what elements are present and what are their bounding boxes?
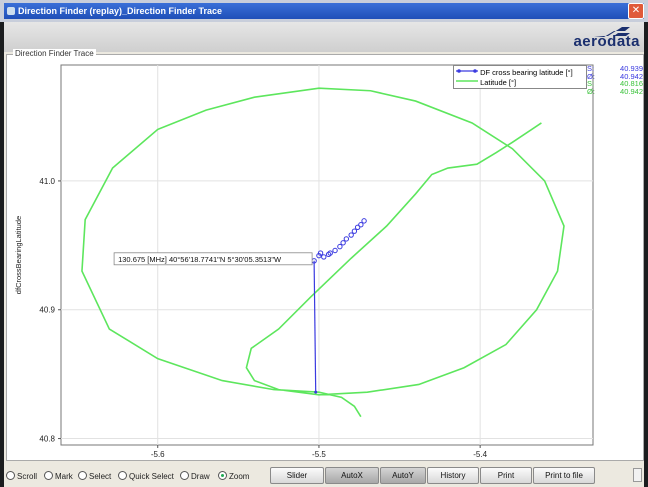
x-tick-label: -5.6 bbox=[151, 450, 165, 459]
legend-entry-df: DF cross bearing latitude [°] bbox=[456, 67, 573, 77]
legend-entry-latitude: Latitude [°] bbox=[456, 77, 516, 87]
app-window: aerodata Direction Finder Trace -5.6 -5.5… bbox=[4, 22, 644, 487]
radio-dot bbox=[180, 471, 189, 480]
mode-radio-draw[interactable]: Draw bbox=[180, 471, 210, 481]
stat-row: Ø: 40.942 bbox=[587, 71, 643, 81]
y-tick-label: 40.9 bbox=[39, 306, 55, 315]
print-button[interactable]: Print bbox=[480, 467, 532, 484]
window-titlebar[interactable]: Direction Finder (replay)_Direction Find… bbox=[0, 0, 648, 22]
df-series-point bbox=[337, 243, 343, 250]
df-series-point bbox=[321, 254, 327, 260]
df-series-point bbox=[325, 251, 332, 258]
df-series-point bbox=[358, 222, 364, 228]
autox-button[interactable]: AutoX bbox=[325, 467, 379, 484]
radio-dot bbox=[118, 471, 127, 480]
scroll-handle[interactable] bbox=[633, 468, 642, 482]
legend-label-latitude: Latitude [°] bbox=[480, 78, 517, 87]
legend-swatch-latitude bbox=[456, 80, 478, 82]
window-icon bbox=[7, 7, 15, 15]
stat-row: S: 40.939 bbox=[587, 64, 643, 73]
mode-radio-zoom[interactable]: Zoom bbox=[218, 471, 249, 481]
panel-title: Direction Finder Trace bbox=[13, 49, 96, 58]
plot-panel[interactable]: Direction Finder Trace -5.6 -5.5 -5.4 40.8 4… bbox=[6, 49, 644, 461]
mode-radio-scroll[interactable]: Scroll bbox=[6, 471, 37, 481]
y-tick-label: 41.0 bbox=[39, 177, 55, 186]
autoy-button[interactable]: AutoY bbox=[380, 467, 426, 484]
df-series-point bbox=[340, 240, 346, 246]
legend-stats: S: 40.939 Ø: 40.942 S: 40.816 Ø: 40.942 bbox=[587, 65, 643, 95]
y-tick-label: 40.8 bbox=[39, 435, 55, 444]
window-title: Direction Finder (replay)_Direction Find… bbox=[18, 6, 223, 16]
radio-dot bbox=[44, 471, 53, 480]
df-series-point bbox=[314, 390, 318, 394]
annotation-label: 130.675 [MHz] 40°56'18.7741"N 5°30'05.35… bbox=[118, 255, 282, 264]
df-series-point bbox=[317, 250, 324, 256]
df-series-point bbox=[354, 224, 361, 231]
latitude-series-line bbox=[81, 87, 565, 418]
close-button[interactable]: ✕ bbox=[628, 3, 644, 19]
aerodata-logo: aerodata bbox=[554, 25, 640, 51]
df-bearing-line bbox=[313, 260, 317, 393]
radio-dot-selected bbox=[218, 471, 227, 480]
mode-radio-select[interactable]: Select bbox=[78, 471, 111, 481]
stat-row: S: 40.816 bbox=[587, 79, 643, 88]
legend-swatch-df bbox=[456, 69, 478, 73]
stat-row: Ø: 40.942 bbox=[587, 86, 643, 96]
logo-text: aerodata bbox=[573, 33, 640, 50]
header-band: aerodata bbox=[4, 22, 644, 52]
radio-dot bbox=[6, 471, 15, 480]
x-tick-label: -5.4 bbox=[473, 450, 487, 459]
x-tick-label: -5.5 bbox=[312, 450, 326, 459]
slider-button[interactable]: Slider bbox=[270, 467, 324, 484]
df-series-point bbox=[348, 232, 354, 238]
df-series-point bbox=[351, 228, 358, 234]
annotation-box bbox=[113, 252, 313, 266]
bottom-toolbar: Scroll Mark Select Quick Select Draw Zoo… bbox=[4, 462, 644, 487]
y-axis-label: dfCrossBearingLatitude bbox=[14, 216, 23, 294]
trace-chart[interactable]: -5.6 -5.5 -5.4 40.8 40.9 41.0 DF cross bearing… bbox=[7, 55, 643, 460]
mode-radio-mark[interactable]: Mark bbox=[44, 471, 73, 481]
chart-legend: DF cross bearing latitude [°] Latitude [… bbox=[453, 65, 587, 89]
legend-label-df: DF cross bearing latitude [°] bbox=[480, 68, 573, 77]
aerodata-logo-mark-icon bbox=[594, 27, 630, 37]
print-to-file-button[interactable]: Print to file bbox=[533, 467, 595, 484]
title-bar-strip: Direction Finder (replay)_Direction Find… bbox=[4, 3, 644, 19]
df-series-point bbox=[361, 218, 367, 224]
mode-radio-quick-select[interactable]: Quick Select bbox=[118, 471, 174, 481]
df-series-point bbox=[343, 236, 350, 242]
radio-dot bbox=[78, 471, 87, 480]
df-series-point bbox=[332, 247, 338, 254]
history-button[interactable]: History bbox=[427, 467, 479, 484]
